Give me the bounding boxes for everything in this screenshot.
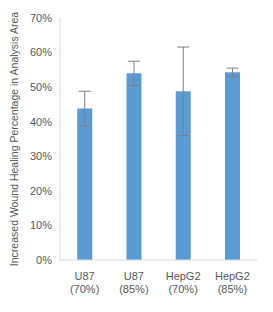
svg-text:Increased Wound Healing Percen: Increased Wound Healing Percentage in An…	[8, 12, 20, 266]
svg-text:60%: 60%	[30, 46, 52, 58]
svg-text:50%: 50%	[30, 81, 52, 93]
svg-text:U87(85%): U87(85%)	[119, 270, 148, 295]
svg-text:30%: 30%	[30, 150, 52, 162]
svg-text:U87(70%): U87(70%)	[70, 270, 99, 295]
svg-text:HepG2(70%): HepG2(70%)	[166, 270, 201, 295]
svg-text:HepG2(85%): HepG2(85%)	[215, 270, 250, 295]
svg-text:70%: 70%	[30, 12, 52, 24]
svg-text:10%: 10%	[30, 219, 52, 231]
svg-text:20%: 20%	[30, 185, 52, 197]
svg-text:40%: 40%	[30, 116, 52, 128]
svg-text:0%: 0%	[36, 254, 52, 266]
